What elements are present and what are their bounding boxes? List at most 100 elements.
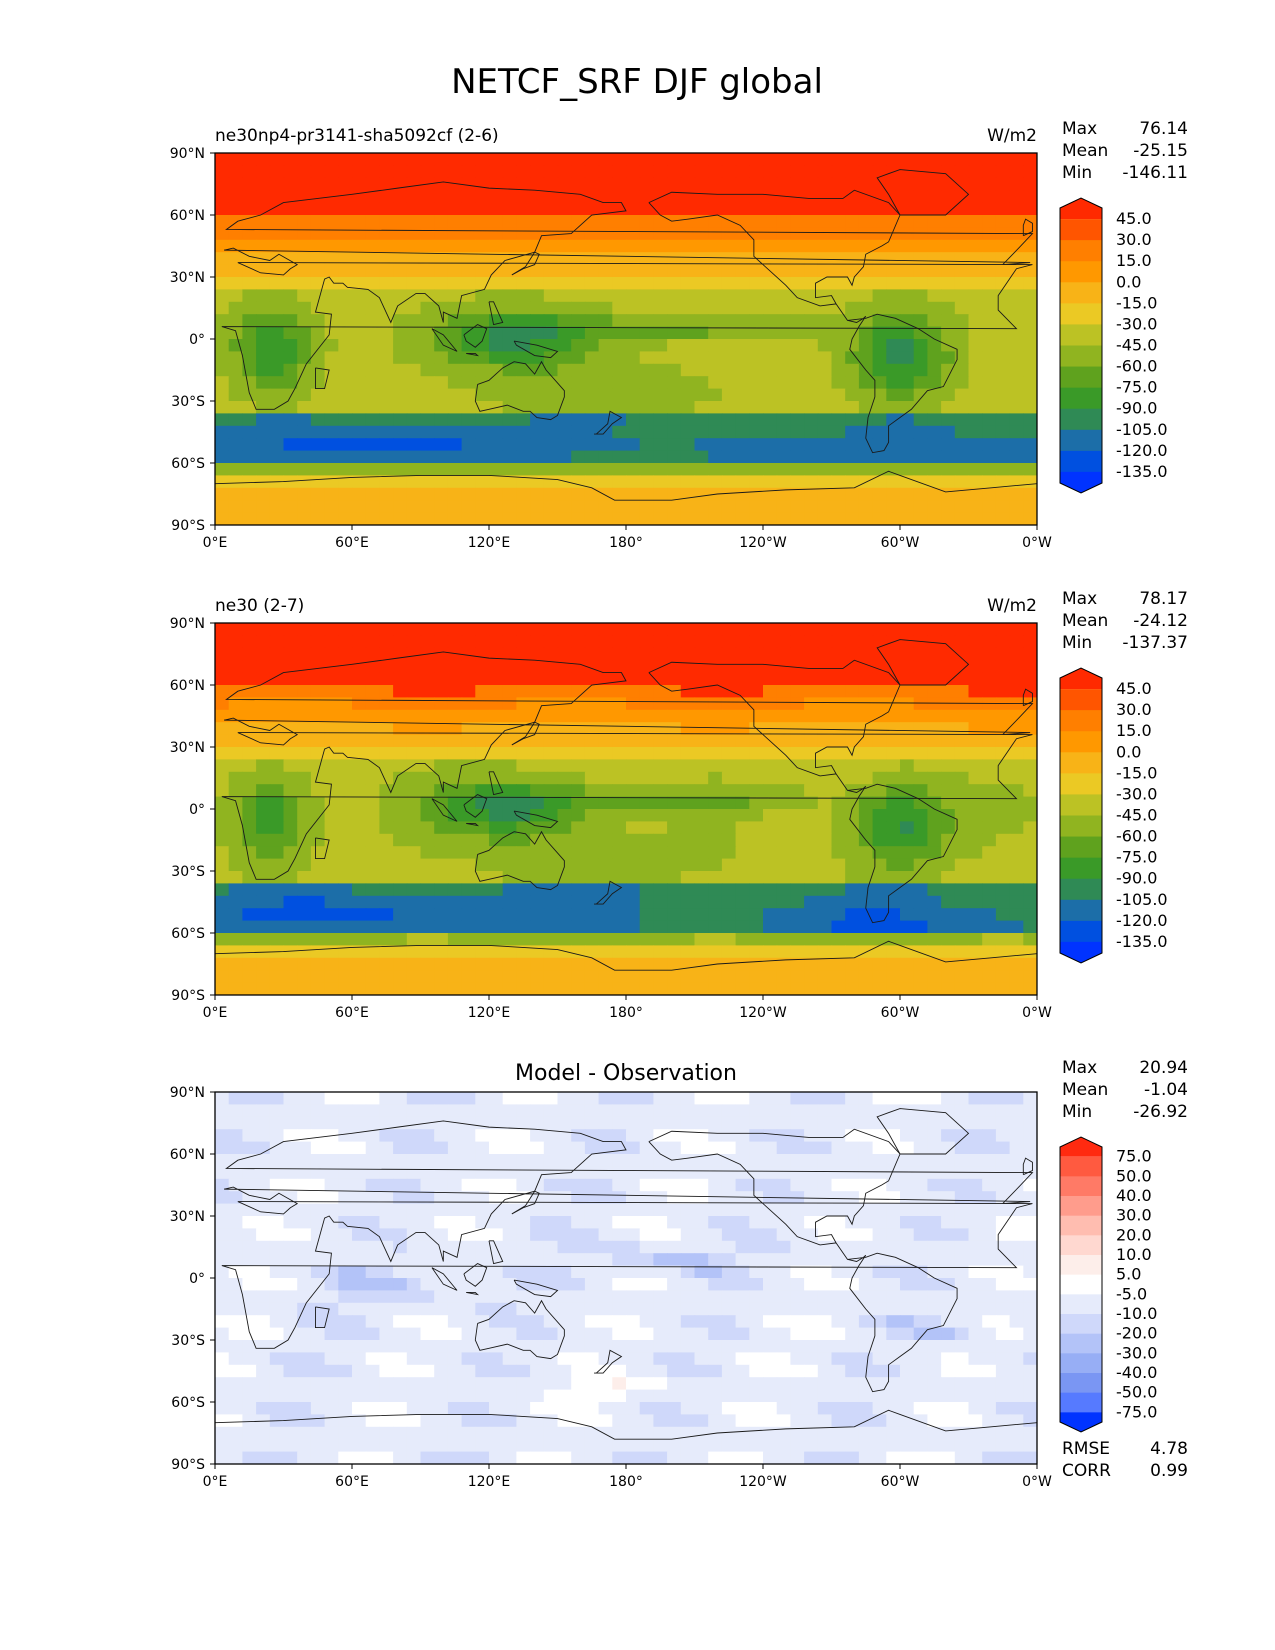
heatmap-cell <box>680 1265 696 1279</box>
heatmap-cell <box>927 339 942 352</box>
heatmap-cell <box>228 709 243 723</box>
colorbar-tick-label: -15.0 <box>1116 763 1157 782</box>
heatmap-cell <box>817 351 833 365</box>
heatmap-cell <box>1009 463 1024 476</box>
heatmap-cell <box>913 277 928 290</box>
heatmap-cell <box>475 215 490 228</box>
heatmap-cell <box>639 635 654 649</box>
heatmap-cell <box>954 413 970 427</box>
heatmap-cell <box>269 227 285 241</box>
heatmap-cell <box>817 475 833 489</box>
heatmap-cell <box>749 982 764 995</box>
heatmap-cell <box>530 846 545 860</box>
heatmap-cell <box>557 438 572 452</box>
heatmap-cell <box>804 339 819 352</box>
heatmap-cell <box>324 1253 339 1267</box>
heatmap-cell <box>598 933 613 946</box>
heatmap-cell <box>379 1290 394 1304</box>
heatmap-cell <box>694 871 709 884</box>
panel: ne30np4-pr3141-sha5092cf (2-6) W/m20°E 60°… <box>170 119 1188 551</box>
heatmap-cell <box>379 747 394 760</box>
heatmap-cell <box>365 821 380 835</box>
heatmap-cell <box>489 846 504 860</box>
heatmap-cell <box>475 1092 490 1105</box>
heatmap-cell <box>461 623 476 636</box>
heatmap-cell <box>612 945 627 959</box>
heatmap-cell <box>626 388 641 402</box>
heatmap-cell <box>338 512 353 525</box>
heatmap-cell <box>817 933 833 946</box>
heatmap-cell <box>927 1092 942 1105</box>
heatmap-cell <box>283 1302 298 1316</box>
heatmap-cell <box>1009 326 1024 340</box>
heatmap-cell <box>626 1240 641 1254</box>
heatmap-cell <box>434 363 449 377</box>
heatmap-cell <box>324 1203 339 1217</box>
heatmap-cell <box>516 1265 531 1279</box>
colorbar-segment <box>1060 408 1102 431</box>
heatmap-cell <box>297 858 312 872</box>
heatmap-cell <box>612 264 627 278</box>
heatmap-cell <box>653 463 668 476</box>
heatmap-cell <box>900 339 915 352</box>
heatmap-cell <box>900 177 915 191</box>
heatmap-cell <box>968 301 983 315</box>
heatmap-cell <box>297 177 312 191</box>
heatmap-cell <box>310 957 326 971</box>
heatmap-cell <box>228 1129 243 1143</box>
heatmap-cell <box>365 1327 380 1341</box>
heatmap-cell <box>626 1265 641 1279</box>
heatmap-cell <box>612 734 627 748</box>
heatmap-cell <box>954 833 970 847</box>
heatmap-cell <box>269 289 285 303</box>
heatmap-cell <box>941 920 956 934</box>
heatmap-cell <box>900 202 915 216</box>
heatmap-cell <box>228 1278 243 1291</box>
heatmap-cell <box>667 883 682 897</box>
heatmap-cell <box>516 1290 531 1304</box>
heatmap-cell <box>790 908 805 922</box>
heatmap-cell <box>735 1278 750 1291</box>
heatmap-cell <box>502 1141 517 1155</box>
heatmap-cell <box>667 1228 682 1242</box>
heatmap-cell <box>1009 895 1024 909</box>
colorbar-segment <box>1060 450 1102 473</box>
heatmap-cell <box>461 647 476 661</box>
heatmap-cell <box>900 747 915 760</box>
heatmap-cell <box>393 1265 408 1279</box>
heatmap-cell <box>393 871 408 884</box>
heatmap-cell <box>297 809 312 822</box>
heatmap-cell <box>256 883 271 897</box>
heatmap-cell <box>283 177 298 191</box>
heatmap-cell <box>447 1302 463 1316</box>
heatmap-cell <box>858 957 874 971</box>
heatmap-cell <box>790 957 805 971</box>
heatmap-cell <box>982 1228 997 1242</box>
heatmap-cell <box>379 215 394 228</box>
heatmap-cell <box>776 1327 791 1341</box>
heatmap-cell <box>639 202 654 216</box>
heatmap-cell <box>571 1116 586 1130</box>
heatmap-cell <box>694 771 709 785</box>
heatmap-cell <box>461 165 476 179</box>
heatmap-cell <box>543 264 559 278</box>
heatmap-cell <box>913 883 928 897</box>
heatmap-cell <box>639 709 654 723</box>
heatmap-cell <box>900 252 915 266</box>
heatmap-cell <box>886 957 901 971</box>
heatmap-cell <box>283 1240 298 1254</box>
heatmap-cell <box>927 846 942 860</box>
heatmap-cell <box>228 401 243 414</box>
heatmap-cell <box>790 623 805 636</box>
heatmap-cell <box>872 512 887 525</box>
heatmap-cell <box>680 1228 696 1242</box>
heatmap-cell <box>530 1166 545 1180</box>
heatmap-cell <box>379 463 394 476</box>
heatmap-cell <box>406 672 422 686</box>
heatmap-cell <box>804 734 819 748</box>
heatmap-cell <box>1023 1302 1037 1316</box>
heatmap-cell <box>721 1191 737 1205</box>
heatmap-cell <box>721 363 737 377</box>
heatmap-cell <box>831 722 846 736</box>
coastline <box>474 830 565 891</box>
